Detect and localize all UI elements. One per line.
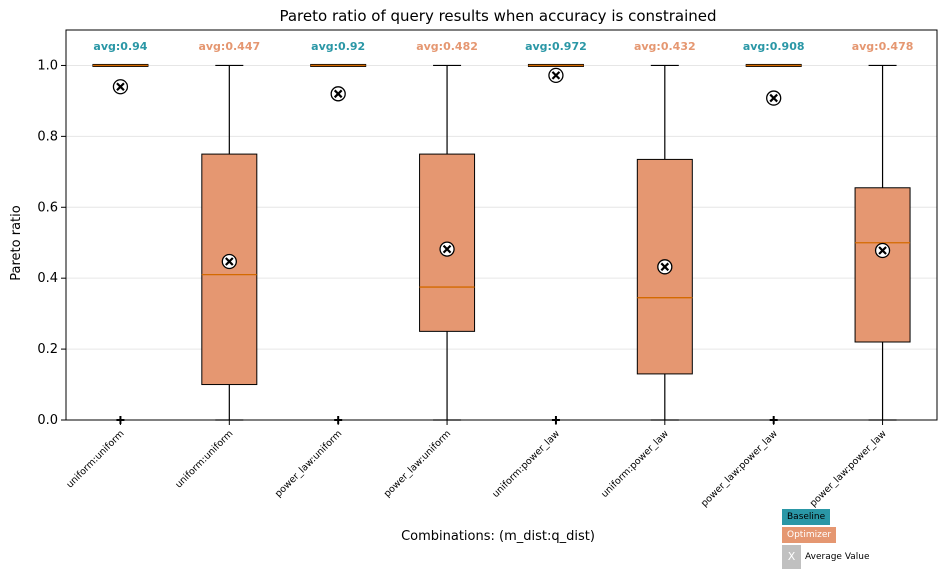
y-tick-label: 0.6 [37, 200, 58, 215]
grid-lines [66, 64, 937, 350]
x-tick-label: power_law:uniform [273, 428, 344, 499]
box-group: avg:0.908 [743, 40, 805, 424]
x-tick-label: power_law:power_law [808, 428, 889, 509]
box-group: avg:0.94 [92, 40, 149, 424]
x-tick-label: power_law:power_law [699, 428, 780, 509]
avg-label: avg:0.972 [525, 40, 587, 53]
x-tick-label: power_law:uniform [382, 428, 453, 499]
box-group: avg:0.447 [198, 40, 260, 421]
y-tick-label: 0.2 [37, 342, 58, 357]
avg-label: avg:0.478 [852, 40, 914, 53]
mean-marker-x [333, 89, 343, 99]
x-tick-label: uniform:uniform [173, 428, 235, 490]
x-tick-label: uniform:power_law [490, 428, 562, 500]
axes: 0.0 0.2 0.4 0.6 0.8 1.0 uniform:uniform uniform… [37, 29, 938, 509]
avg-label: avg:0.432 [634, 40, 696, 53]
legend-optimizer: Optimizer [782, 527, 870, 543]
chart-title: Pareto ratio of query results when accur… [279, 7, 716, 25]
boxes-layer: avg:0.94 avg:0.447 avg:0.92 avg:0.482 avg:0.… [92, 40, 914, 424]
legend-optimizer-label: Optimizer [782, 527, 837, 543]
plot-frame [65, 29, 938, 421]
legend: Baseline Optimizer X Average Value [782, 509, 870, 569]
mean-marker-x [878, 246, 887, 255]
avg-label: avg:0.92 [311, 40, 365, 53]
avg-label: avg:0.908 [743, 40, 805, 53]
y-tick-label: 0.4 [37, 271, 58, 286]
box-group: avg:0.482 [416, 40, 478, 421]
box-group: avg:0.92 [310, 40, 367, 424]
mean-marker-x [225, 257, 234, 266]
x-tick-label: uniform:uniform [64, 428, 126, 490]
mean-marker-x [116, 82, 125, 92]
legend-average-marker: X [782, 545, 801, 569]
box-group: avg:0.972 [525, 40, 587, 424]
y-tick-label: 0.8 [37, 129, 58, 144]
mean-marker-x [769, 93, 778, 103]
mean-marker-x [442, 244, 452, 254]
avg-label: avg:0.447 [198, 40, 260, 53]
x-tick-label: uniform:power_law [599, 428, 671, 500]
mean-marker-x [551, 71, 561, 80]
legend-baseline: Baseline [782, 509, 870, 525]
x-axis-label: Combinations: (m_dist:q_dist) [401, 529, 595, 544]
box-group: avg:0.478 [852, 40, 914, 421]
legend-average-label: Average Value [805, 552, 870, 562]
avg-label: avg:0.94 [93, 40, 147, 53]
avg-label: avg:0.482 [416, 40, 478, 53]
y-axis-label: Pareto ratio [9, 205, 24, 280]
box-group: avg:0.432 [634, 40, 696, 421]
y-tick-label: 1.0 [37, 58, 58, 73]
legend-average: X Average Value [782, 545, 870, 569]
box [201, 153, 258, 386]
y-tick-label: 0.0 [37, 413, 58, 428]
mean-marker-x [660, 262, 670, 272]
legend-baseline-label: Baseline [782, 509, 831, 525]
box [854, 187, 911, 343]
